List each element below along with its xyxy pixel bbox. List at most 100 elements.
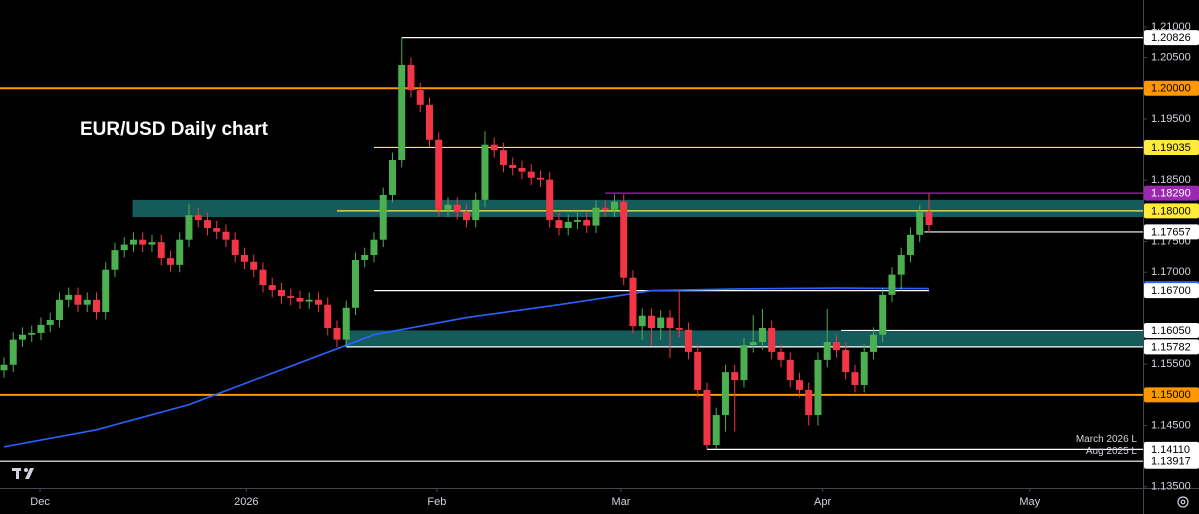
chart-title: EUR/USD Daily chart xyxy=(80,119,269,140)
candle-body xyxy=(712,415,720,446)
y-tick-label: 1.18500 xyxy=(1151,174,1191,186)
candle-body xyxy=(703,389,711,446)
candle-body xyxy=(46,320,54,325)
candle-body xyxy=(638,315,646,327)
candle-body xyxy=(324,304,332,328)
moving-average xyxy=(3,287,930,448)
x-tick-label: May xyxy=(1019,496,1040,508)
y-tick-label: 1.15500 xyxy=(1151,358,1191,370)
candle-body xyxy=(721,372,729,416)
candle-body xyxy=(823,342,831,360)
candle-body xyxy=(83,299,91,305)
candle-body xyxy=(860,351,868,386)
candle-body xyxy=(102,269,110,313)
settings-icon[interactable] xyxy=(1177,496,1189,508)
candle-body xyxy=(490,144,498,151)
candle-body xyxy=(694,351,702,390)
candle-body xyxy=(379,194,387,240)
candle-body xyxy=(231,239,239,256)
candle-body xyxy=(342,307,350,340)
candle-body xyxy=(601,207,609,210)
candle-body xyxy=(536,177,544,180)
candle-body xyxy=(777,351,785,360)
y-tick-label: 1.21000 xyxy=(1151,21,1191,33)
price-tag xyxy=(1144,224,1199,240)
price-tag xyxy=(1144,30,1199,46)
candle-body xyxy=(629,277,637,327)
candle-body xyxy=(111,250,119,270)
candle-body xyxy=(361,255,369,260)
candle-body xyxy=(888,274,896,295)
candle-body xyxy=(296,297,304,302)
candle-body xyxy=(435,139,443,210)
candle-body xyxy=(666,317,674,328)
candle-body xyxy=(65,294,73,300)
candle-body xyxy=(305,299,313,302)
x-tick-label: Feb xyxy=(427,496,446,508)
price-tag-label: 1.14110 xyxy=(1151,444,1190,456)
candle-body xyxy=(675,327,683,330)
x-tick-label: Mar xyxy=(611,496,630,508)
candle-body xyxy=(564,221,572,229)
candle-body xyxy=(9,339,17,365)
candle-body xyxy=(0,364,8,371)
y-tick-label: 1.17000 xyxy=(1151,266,1191,278)
candle-body xyxy=(416,90,424,105)
x-tick-label: 2026 xyxy=(234,496,258,508)
price-tag xyxy=(1144,283,1199,299)
candle-body xyxy=(287,296,295,298)
price-tag-label: 1.18000 xyxy=(1151,205,1191,217)
candle-body xyxy=(869,334,877,352)
candle-body xyxy=(425,104,433,140)
price-tag-label: 1.15782 xyxy=(1151,341,1191,353)
candle-body xyxy=(518,167,526,172)
candle-body xyxy=(453,204,461,213)
price-tag-label: 1.16050 xyxy=(1151,325,1191,337)
candle-body xyxy=(370,239,378,256)
candle-body xyxy=(786,359,794,381)
candle-body xyxy=(268,285,276,290)
candle-body xyxy=(684,329,692,352)
candle-body xyxy=(398,64,406,161)
candle-body xyxy=(481,144,489,200)
candle-body xyxy=(120,244,128,251)
zone xyxy=(132,199,1143,218)
annotation: March 2026 L xyxy=(1076,434,1138,445)
candle-body xyxy=(139,239,147,245)
candle-body xyxy=(28,332,36,335)
price-tag xyxy=(1144,441,1199,457)
candle-body xyxy=(176,239,184,265)
candle-body xyxy=(527,171,535,178)
candle-body xyxy=(731,372,739,381)
y-tick-label: 1.13500 xyxy=(1151,481,1191,493)
x-tick-label: Apr xyxy=(814,496,831,508)
candle-body xyxy=(795,380,803,390)
candle-body xyxy=(805,389,813,416)
candle-body xyxy=(749,342,757,346)
candle-body xyxy=(203,220,211,229)
candle-body xyxy=(185,215,193,240)
candle-body xyxy=(407,64,415,91)
logo xyxy=(12,468,34,479)
candle-body xyxy=(925,212,933,225)
candle-body xyxy=(314,299,322,305)
candle-body xyxy=(194,215,202,221)
candle-body xyxy=(647,315,655,328)
price-tag xyxy=(1144,139,1199,155)
candle-body xyxy=(351,259,359,308)
price-tag-label: 1.17657 xyxy=(1151,226,1191,238)
price-tag xyxy=(1144,322,1199,338)
price-tag-label: 1.16700 xyxy=(1151,285,1191,297)
candle-body xyxy=(240,255,248,262)
candle-body xyxy=(610,201,618,210)
candle-body xyxy=(832,342,840,351)
candle-body xyxy=(74,294,82,305)
annotation: Aug 2025 L xyxy=(1086,446,1138,457)
candle-body xyxy=(213,228,221,232)
price-tag-label: 1.13917 xyxy=(1151,456,1191,468)
x-tick-label: Dec xyxy=(30,496,50,508)
price-tag xyxy=(1144,453,1199,469)
candle-body xyxy=(462,212,470,221)
